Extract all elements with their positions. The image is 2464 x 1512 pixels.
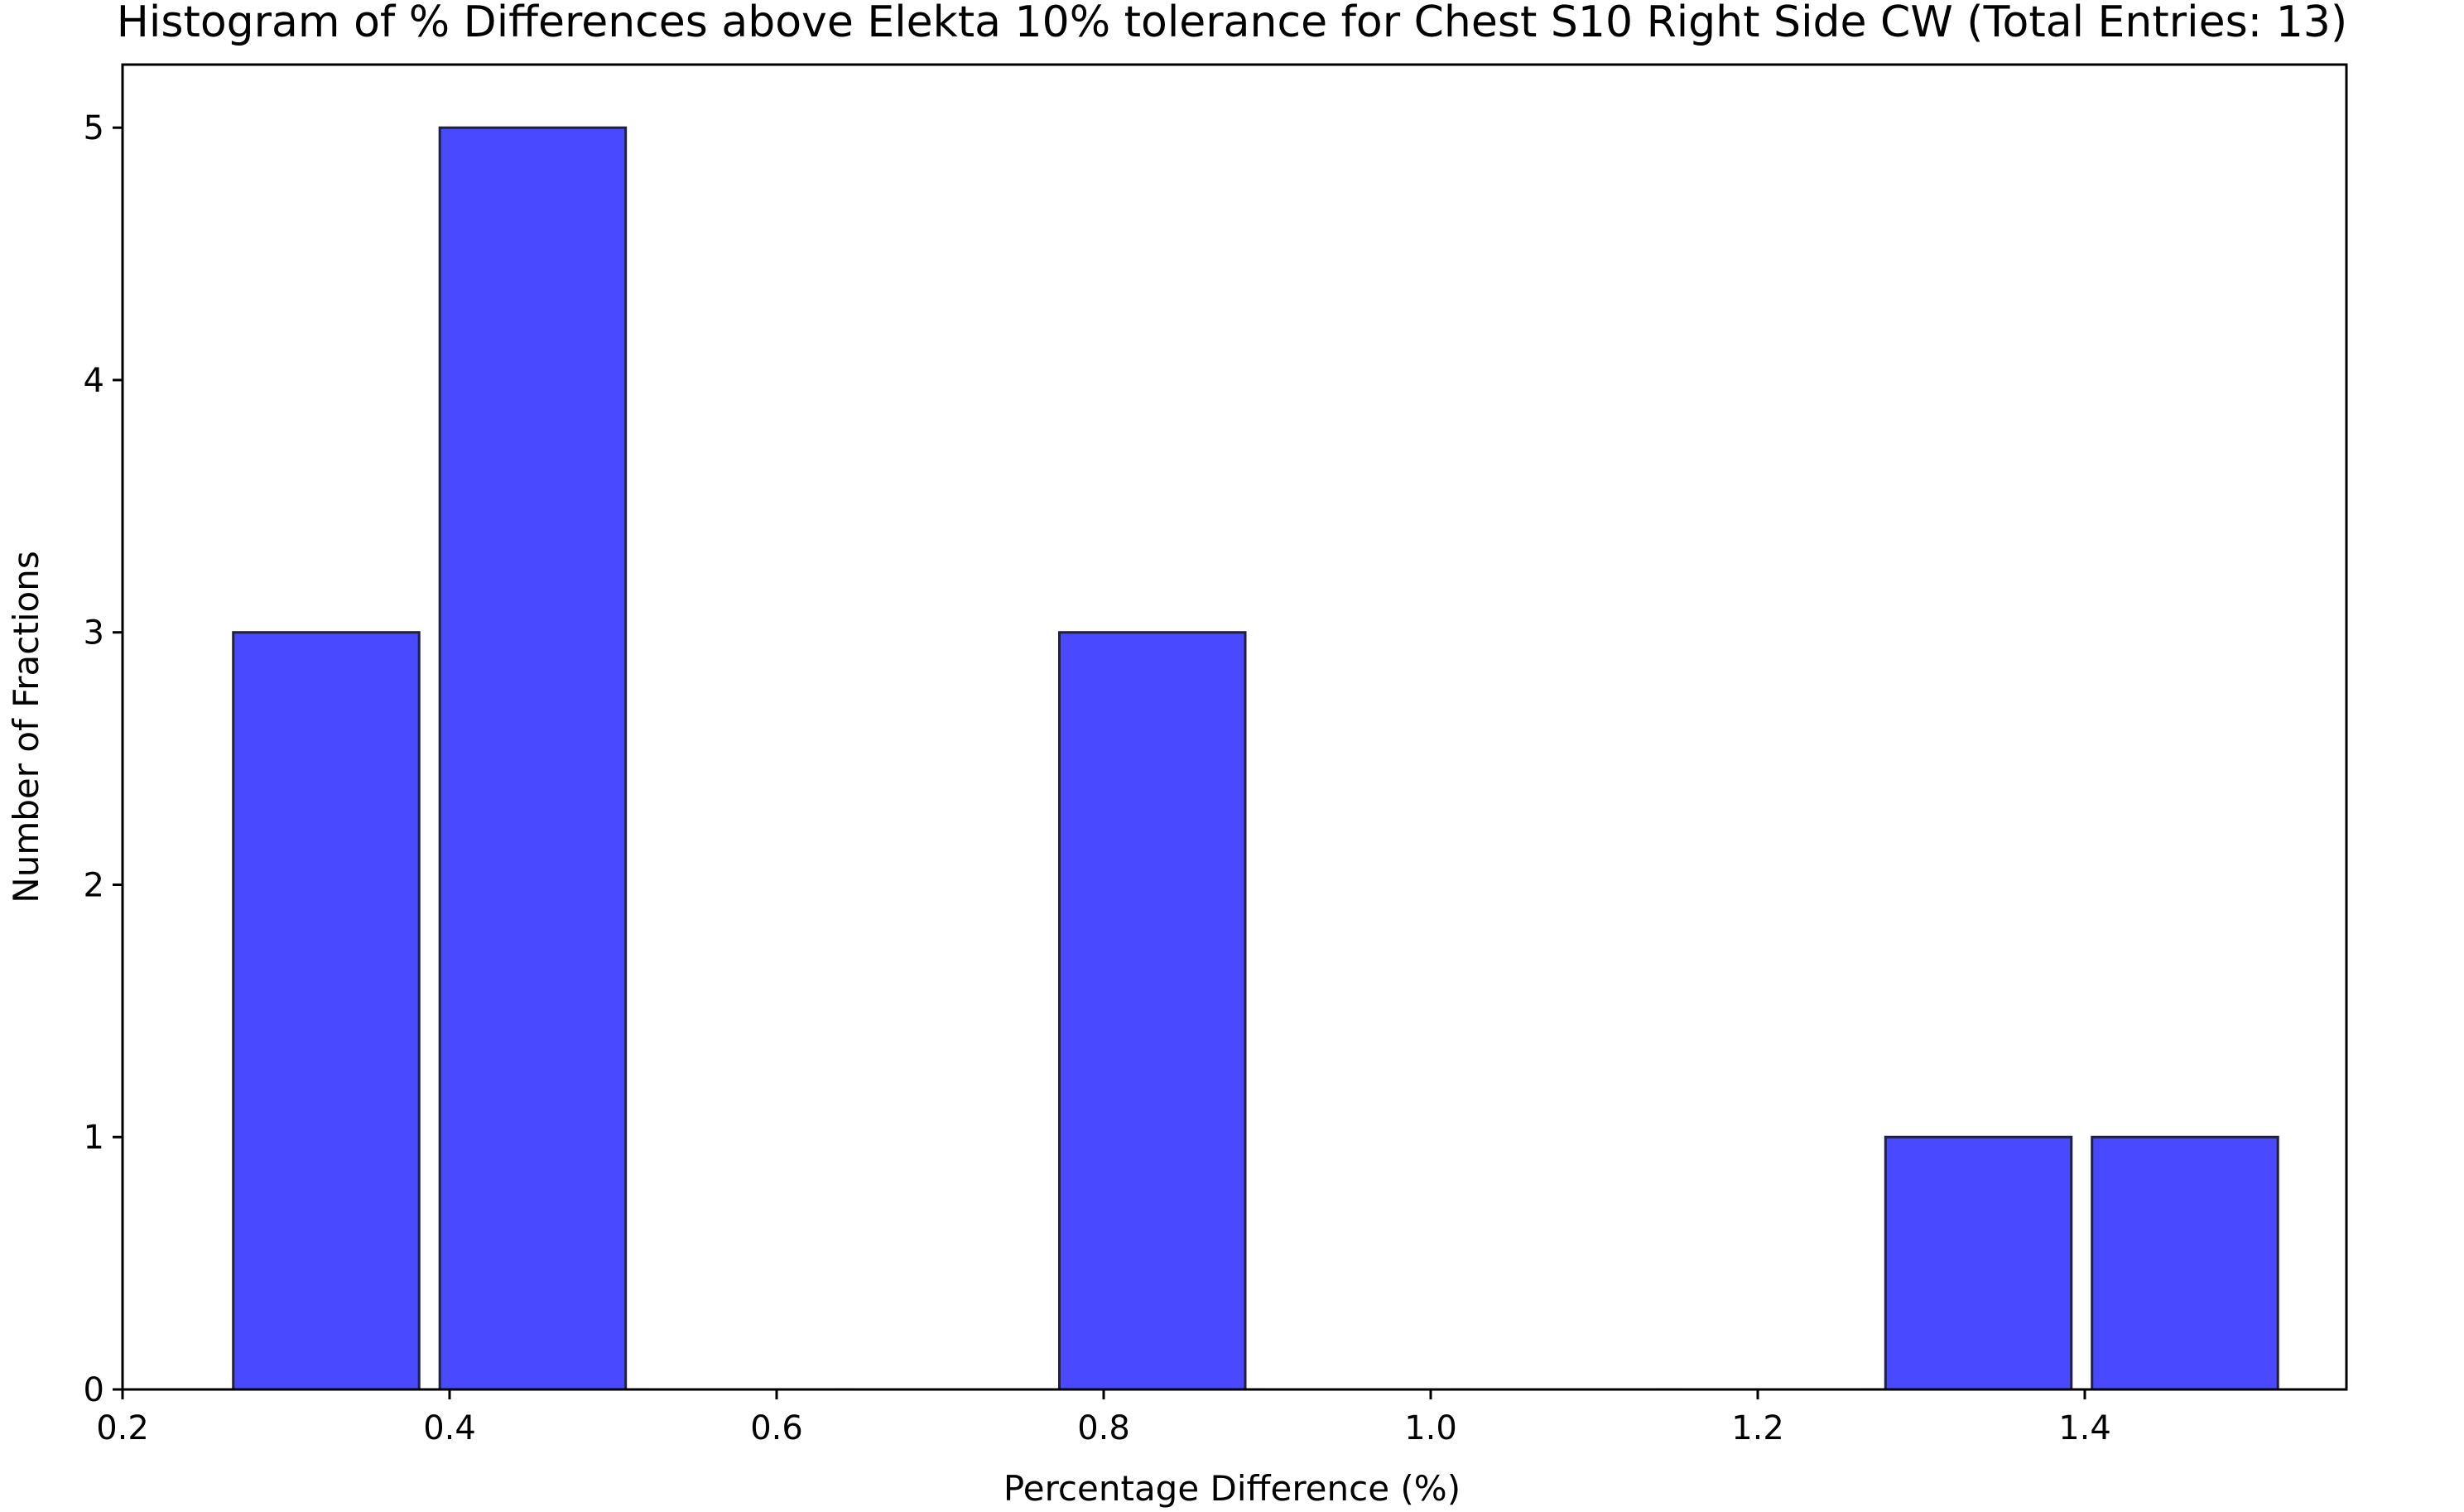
histogram-bar-1 — [438, 126, 628, 1391]
plot-frame — [121, 63, 2348, 1391]
y-axis-label: Number of Fractions — [6, 551, 46, 903]
y-axis-ticks: 0 1 2 3 4 5 — [84, 109, 123, 1409]
histogram-bar-8 — [1884, 1135, 2073, 1391]
x-tick-label: 1.2 — [1731, 1409, 1784, 1447]
y-tick-label: 4 — [84, 362, 104, 400]
y-tick-label: 0 — [84, 1371, 104, 1409]
chart-title: Histogram of % Differences above Elekta … — [117, 0, 2347, 47]
x-tick-label: 1.4 — [2058, 1409, 2111, 1447]
x-axis-label: Percentage Difference (%) — [1003, 1468, 1461, 1509]
y-tick-label: 2 — [84, 866, 104, 904]
histogram-bar-0 — [232, 631, 421, 1391]
y-tick-label: 3 — [84, 614, 104, 652]
x-axis-ticks: 0.2 0.4 0.6 0.8 1.0 1.2 1.4 — [96, 1389, 2111, 1447]
x-tick-label: 0.6 — [750, 1409, 803, 1447]
histogram-bar-9 — [2091, 1135, 2279, 1391]
bars-group — [232, 126, 2279, 1391]
histogram-bar-4 — [1058, 631, 1247, 1391]
x-tick-label: 0.8 — [1077, 1409, 1130, 1447]
x-tick-label: 0.2 — [96, 1409, 149, 1447]
y-tick-label: 5 — [84, 109, 104, 147]
x-tick-label: 1.0 — [1404, 1409, 1457, 1447]
y-tick-label: 1 — [84, 1119, 104, 1157]
x-tick-label: 0.4 — [423, 1409, 476, 1447]
